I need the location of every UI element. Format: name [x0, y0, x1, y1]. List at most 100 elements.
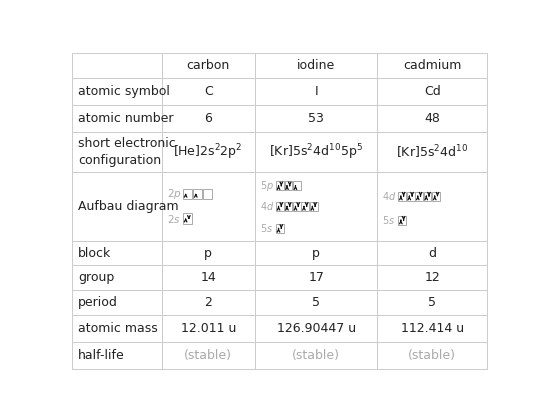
Text: 5: 5: [312, 296, 320, 309]
Text: short electronic
configuration: short electronic configuration: [78, 137, 176, 167]
Text: 2: 2: [204, 296, 212, 309]
Bar: [255, 132, 377, 172]
Text: atomic mass: atomic mass: [78, 321, 158, 334]
Bar: [377, 132, 487, 172]
Bar: [203, 189, 212, 199]
Text: 5: 5: [428, 296, 436, 309]
Text: 126.90447 u: 126.90447 u: [276, 321, 355, 334]
Bar: [73, 172, 162, 241]
Bar: [293, 202, 301, 211]
Bar: [73, 342, 162, 369]
Text: 48: 48: [424, 112, 440, 125]
Text: Aufbau diagram: Aufbau diagram: [78, 200, 179, 213]
Bar: [255, 78, 377, 105]
Text: 6: 6: [204, 112, 212, 125]
Bar: [162, 105, 255, 132]
Text: $5s$: $5s$: [260, 222, 273, 234]
Text: 53: 53: [308, 112, 324, 125]
Bar: [73, 241, 162, 265]
Bar: [407, 191, 414, 201]
Bar: [255, 241, 377, 265]
Text: d: d: [428, 247, 436, 260]
Bar: [255, 172, 377, 241]
Text: $\rm[Kr]5s^24d^{10}$: $\rm[Kr]5s^24d^{10}$: [396, 143, 468, 161]
Bar: [377, 78, 487, 105]
Bar: [162, 132, 255, 172]
Text: $5s$: $5s$: [382, 214, 395, 226]
Bar: [73, 290, 162, 314]
Bar: [193, 189, 202, 199]
Bar: [73, 314, 162, 342]
Text: period: period: [78, 296, 118, 309]
Bar: [73, 132, 162, 172]
Bar: [73, 78, 162, 105]
Text: carbon: carbon: [187, 59, 230, 72]
Text: atomic symbol: atomic symbol: [78, 85, 170, 98]
Bar: [377, 342, 487, 369]
Bar: [255, 290, 377, 314]
Bar: [73, 265, 162, 290]
Bar: [301, 202, 309, 211]
Bar: [162, 265, 255, 290]
Bar: [162, 342, 255, 369]
Bar: [162, 78, 255, 105]
Text: p: p: [312, 247, 320, 260]
Bar: [276, 202, 284, 211]
Text: (stable): (stable): [185, 349, 232, 362]
Text: $4d$: $4d$: [382, 190, 397, 202]
Text: (stable): (stable): [408, 349, 456, 362]
Bar: [377, 241, 487, 265]
Bar: [162, 241, 255, 265]
Bar: [399, 216, 406, 224]
Bar: [284, 181, 292, 190]
Bar: [255, 54, 377, 78]
Bar: [424, 191, 431, 201]
Bar: [310, 202, 318, 211]
Text: group: group: [78, 271, 114, 284]
Bar: [432, 191, 440, 201]
Text: $2p$: $2p$: [167, 187, 181, 201]
Bar: [73, 54, 162, 78]
Bar: [399, 191, 406, 201]
Text: $4d$: $4d$: [260, 200, 275, 212]
Text: C: C: [204, 85, 212, 98]
Bar: [73, 105, 162, 132]
Bar: [416, 191, 423, 201]
Bar: [276, 181, 284, 190]
Bar: [255, 342, 377, 369]
Text: Cd: Cd: [424, 85, 441, 98]
Bar: [276, 224, 284, 233]
Text: 17: 17: [308, 271, 324, 284]
Text: I: I: [314, 85, 318, 98]
Bar: [255, 314, 377, 342]
Bar: [162, 172, 255, 241]
Text: 112.414 u: 112.414 u: [401, 321, 464, 334]
Text: cadmium: cadmium: [403, 59, 461, 72]
Bar: [183, 214, 192, 224]
Text: half-life: half-life: [78, 349, 124, 362]
Text: $\rm[He]2s^22p^2$: $\rm[He]2s^22p^2$: [174, 143, 243, 162]
Text: $\rm[Kr]5s^24d^{10}5p^5$: $\rm[Kr]5s^24d^{10}5p^5$: [269, 143, 363, 162]
Text: $5p$: $5p$: [260, 179, 274, 193]
Text: 12.011 u: 12.011 u: [181, 321, 236, 334]
Text: atomic number: atomic number: [78, 112, 174, 125]
Bar: [255, 105, 377, 132]
Text: $2s$: $2s$: [167, 213, 181, 225]
Text: 12: 12: [424, 271, 440, 284]
Bar: [162, 290, 255, 314]
Bar: [293, 181, 301, 190]
Text: iodine: iodine: [297, 59, 335, 72]
Bar: [162, 314, 255, 342]
Bar: [377, 172, 487, 241]
Text: p: p: [204, 247, 212, 260]
Bar: [377, 54, 487, 78]
Text: 14: 14: [200, 271, 216, 284]
Text: (stable): (stable): [292, 349, 340, 362]
Bar: [284, 202, 292, 211]
Bar: [377, 314, 487, 342]
Bar: [377, 265, 487, 290]
Bar: [183, 189, 192, 199]
Bar: [255, 265, 377, 290]
Bar: [377, 290, 487, 314]
Bar: [162, 54, 255, 78]
